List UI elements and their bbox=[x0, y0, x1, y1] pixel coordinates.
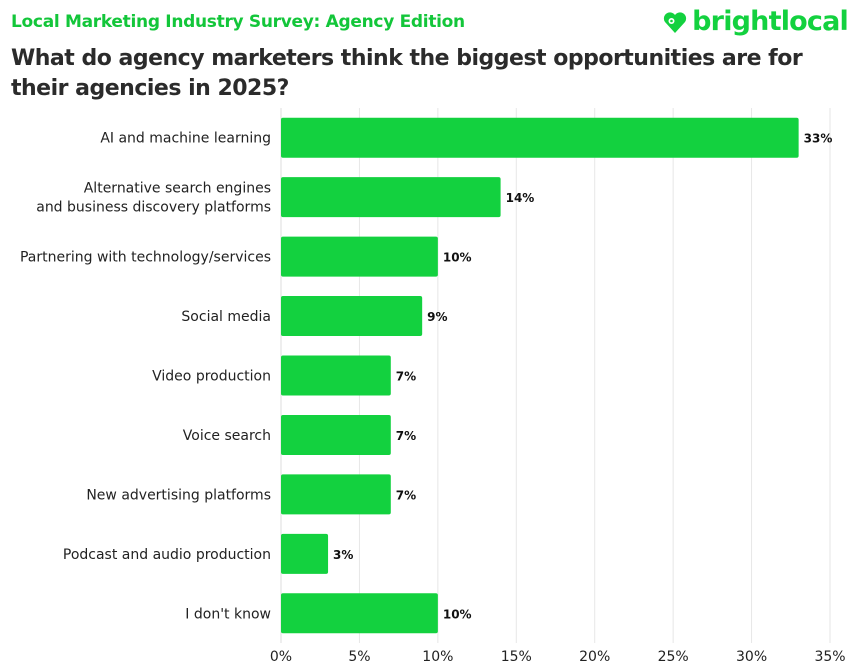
bar-value-label: 3% bbox=[333, 548, 353, 562]
bar bbox=[281, 414, 391, 455]
bar bbox=[281, 236, 438, 277]
x-tick-label: 15% bbox=[501, 649, 532, 665]
category-label: Partnering with technology/services bbox=[20, 250, 271, 266]
bar-value-label: 14% bbox=[506, 191, 535, 205]
category-label: and business discovery platforms bbox=[36, 200, 271, 216]
heart-pin-icon bbox=[664, 11, 687, 33]
bar bbox=[281, 474, 391, 515]
bar bbox=[281, 355, 391, 396]
bar-value-label: 7% bbox=[396, 370, 416, 384]
bar-value-label: 33% bbox=[804, 132, 833, 146]
x-tick-label: 0% bbox=[270, 649, 292, 665]
category-label: New advertising platforms bbox=[86, 487, 271, 503]
category-label: I don't know bbox=[185, 606, 271, 622]
bar-value-label: 7% bbox=[396, 429, 416, 443]
x-tick-label: 5% bbox=[348, 649, 370, 665]
logo-text: brightlocal bbox=[692, 6, 849, 37]
bar-value-label: 9% bbox=[427, 310, 447, 324]
chart-title: What do agency marketers think the bigge… bbox=[11, 46, 803, 101]
bar-value-label: 10% bbox=[443, 607, 472, 621]
x-tick-label: 25% bbox=[658, 649, 689, 665]
category-label: AI and machine learning bbox=[100, 131, 271, 147]
x-tick-label: 35% bbox=[814, 649, 845, 665]
bar bbox=[281, 533, 329, 574]
category-label: Social media bbox=[181, 309, 271, 325]
category-label: Voice search bbox=[183, 428, 271, 444]
bar bbox=[281, 296, 423, 337]
x-tick-label: 10% bbox=[422, 649, 453, 665]
bar bbox=[281, 177, 501, 218]
bar bbox=[281, 117, 799, 158]
survey-subtitle: Local Marketing Industry Survey: Agency … bbox=[11, 12, 465, 32]
bar-value-label: 10% bbox=[443, 251, 472, 265]
x-tick-label: 20% bbox=[579, 649, 610, 665]
category-label: Alternative search engines bbox=[84, 181, 271, 197]
bar bbox=[281, 593, 438, 634]
category-label: Podcast and audio production bbox=[63, 547, 271, 563]
x-tick-label: 30% bbox=[736, 649, 767, 665]
bar-value-label: 7% bbox=[396, 488, 416, 502]
category-label: Video production bbox=[152, 369, 271, 385]
brightlocal-logo: brightlocal bbox=[662, 6, 849, 37]
